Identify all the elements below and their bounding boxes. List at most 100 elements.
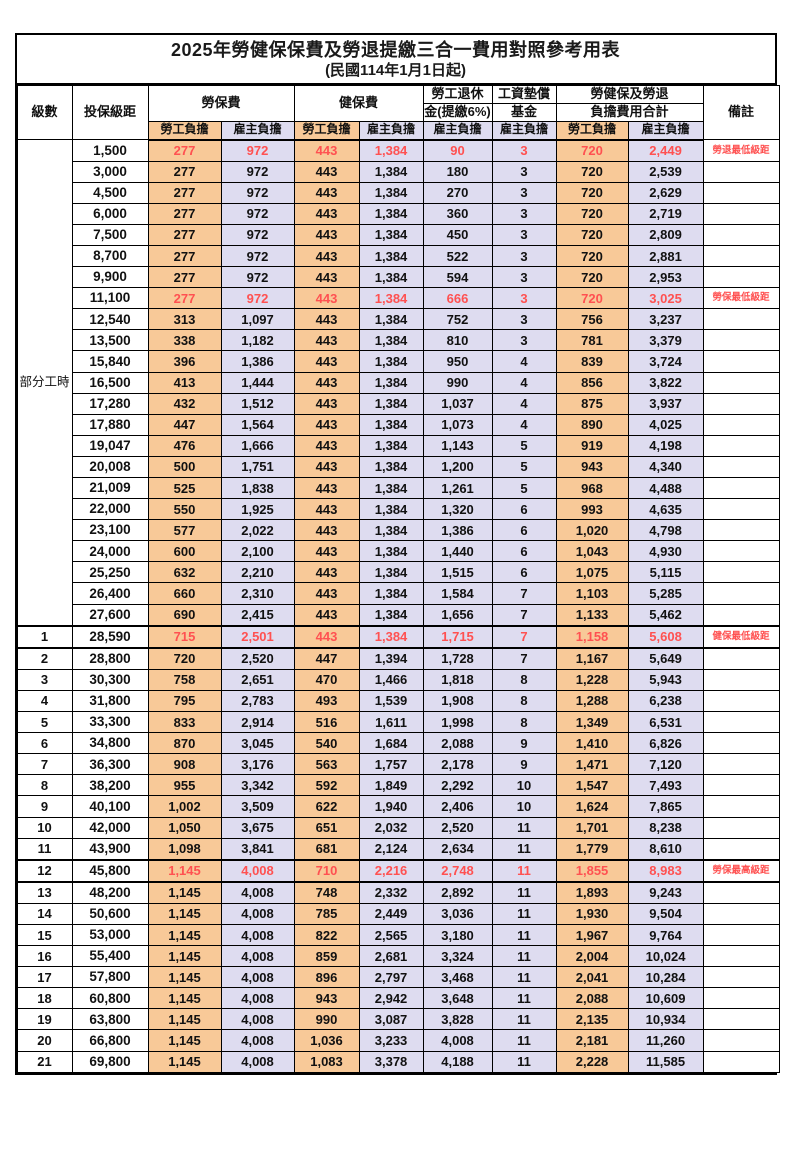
cell-total-employee: 919: [555, 434, 629, 457]
cell-labor-employer: 2,651: [220, 668, 295, 691]
cell-level: 21: [16, 1050, 73, 1073]
cell-note: [702, 308, 780, 331]
cell-total-employee: 968: [555, 476, 629, 500]
cell-pension-employer: 1,908: [422, 689, 493, 713]
cell-pension-employer: 2,178: [422, 753, 493, 776]
cell-health-employee: 710: [293, 858, 360, 883]
cell-total-employee: 839: [555, 350, 629, 373]
cell-total-employer: 10,284: [627, 966, 704, 989]
cell-salary-bracket: 1,500: [71, 139, 149, 162]
cell-health-employer: 1,384: [358, 308, 424, 331]
cell-salary-bracket: 43,900: [71, 837, 149, 861]
table-row: 12,540 313 1,097 443 1,384 752 3 756 3,237: [17, 308, 780, 331]
cell-salary-bracket: 22,000: [71, 498, 149, 521]
cell-total-employer: 5,943: [627, 668, 704, 691]
cell-labor-employee: 550: [147, 498, 222, 521]
cell-labor-employee: 1,145: [147, 923, 222, 947]
cell-salary-bracket: 15,840: [71, 350, 149, 373]
cell-note: 勞保最低級距: [702, 287, 780, 310]
cell-note: [702, 816, 780, 839]
cell-total-employee: 856: [555, 371, 629, 394]
cell-health-employee: 443: [293, 624, 360, 649]
cell-labor-employer: 4,008: [220, 858, 295, 883]
cell-labor-employer: 972: [220, 181, 295, 204]
cell-health-employer: 1,384: [358, 582, 424, 605]
cell-health-employer: 1,394: [358, 647, 424, 670]
cell-labor-employee: 577: [147, 519, 222, 542]
cell-labor-employee: 795: [147, 689, 222, 713]
table-body: 部分工時 1,500 277 972 443 1,384 90 3 720 2,449 勞退最低級距…: [16, 138, 780, 1073]
cell-health-employer: 1,539: [358, 689, 424, 713]
cell-pension-employer: 1,998: [422, 711, 493, 734]
cell-note: [702, 540, 780, 563]
cell-total-employee: 720: [555, 139, 629, 162]
cell-note: [702, 244, 780, 268]
cell-total-employer: 3,724: [627, 350, 704, 373]
cell-labor-employee: 1,002: [147, 795, 222, 818]
cell-health-employee: 748: [293, 881, 360, 904]
subheader-labor-employer: 雇主負擔: [220, 120, 295, 141]
cell-salary-bracket: 69,800: [71, 1050, 149, 1073]
cell-total-employer: 9,504: [627, 902, 704, 925]
cell-wage-fund-employer: 9: [491, 753, 557, 776]
cell-labor-employer: 1,386: [220, 350, 295, 373]
cell-pension-employer: 1,584: [422, 582, 493, 605]
cell-wage-fund-employer: 6: [491, 498, 557, 521]
cell-health-employee: 443: [293, 582, 360, 605]
cell-salary-bracket: 27,600: [71, 603, 149, 627]
cell-total-employee: 720: [555, 181, 629, 204]
cell-health-employer: 1,384: [358, 413, 424, 436]
cell-health-employer: 1,940: [358, 795, 424, 818]
cell-wage-fund-employer: 3: [491, 244, 557, 268]
cell-health-employer: 2,332: [358, 881, 424, 904]
cell-pension-employer: 666: [422, 287, 493, 310]
cell-total-employer: 5,649: [627, 647, 704, 670]
subheader-pension-employer: 雇主負擔: [422, 120, 493, 141]
cell-salary-bracket: 48,200: [71, 881, 149, 904]
cell-labor-employee: 277: [147, 181, 222, 204]
cell-labor-employer: 4,008: [220, 1008, 295, 1031]
table-row: 17,280 432 1,512 443 1,384 1,037 4 875 3,937: [17, 392, 780, 415]
table-row: 10 42,000 1,050 3,675 651 2,032 2,520 11 1,701 8,…: [16, 816, 780, 839]
cell-wage-fund-employer: 4: [491, 350, 557, 373]
cell-health-employer: 2,449: [358, 902, 424, 925]
cell-health-employee: 443: [293, 160, 360, 183]
cell-labor-employee: 833: [147, 711, 222, 734]
table-row: 26,400 660 2,310 443 1,384 1,584 7 1,103 5,285: [17, 582, 780, 605]
cell-labor-employer: 972: [220, 266, 295, 289]
table-row: 15 53,000 1,145 4,008 822 2,565 3,180 11 1,967 9,…: [16, 923, 780, 947]
cell-health-employer: 3,087: [358, 1008, 424, 1031]
cell-pension-employer: 1,073: [422, 413, 493, 436]
cell-total-employer: 2,629: [627, 181, 704, 204]
cell-health-employer: 2,124: [358, 837, 424, 861]
cell-total-employee: 1,471: [555, 753, 629, 776]
table-row: 13 48,200 1,145 4,008 748 2,332 2,892 11 1,893 9,…: [16, 881, 780, 904]
table-row: 6 34,800 870 3,045 540 1,684 2,088 9 1,410 6,826: [16, 732, 780, 755]
cell-total-employer: 6,238: [627, 689, 704, 713]
cell-health-employee: 443: [293, 603, 360, 627]
cell-pension-employer: 522: [422, 244, 493, 268]
cell-wage-fund-employer: 7: [491, 647, 557, 670]
cell-wage-fund-employer: 7: [491, 624, 557, 649]
cell-health-employee: 443: [293, 308, 360, 331]
table-row: 9,900 277 972 443 1,384 594 3 720 2,953: [17, 266, 780, 289]
cell-health-employee: 592: [293, 774, 360, 797]
cell-wage-fund-employer: 3: [491, 181, 557, 204]
cell-total-employee: 1,701: [555, 816, 629, 839]
cell-total-employer: 3,379: [627, 329, 704, 352]
cell-total-employee: 2,181: [555, 1029, 629, 1052]
cell-note: 健保最低級距: [702, 624, 780, 649]
cell-pension-employer: 2,634: [422, 837, 493, 861]
cell-health-employee: 443: [293, 413, 360, 436]
cell-level: 4: [16, 689, 73, 713]
cell-total-employee: 1,043: [555, 540, 629, 563]
cell-labor-employee: 720: [147, 647, 222, 670]
cell-total-employee: 720: [555, 160, 629, 183]
cell-note: [702, 455, 780, 479]
cell-note: [702, 902, 780, 925]
table-row: 1 28,590 715 2,501 443 1,384 1,715 7 1,158 5,608 健…: [16, 624, 780, 649]
part-time-merged-cell: 部分工時: [16, 138, 73, 627]
table-row: 3,000 277 972 443 1,384 180 3 720 2,539: [17, 160, 780, 183]
cell-salary-bracket: 11,100: [71, 287, 149, 310]
cell-total-employee: 1,228: [555, 668, 629, 691]
